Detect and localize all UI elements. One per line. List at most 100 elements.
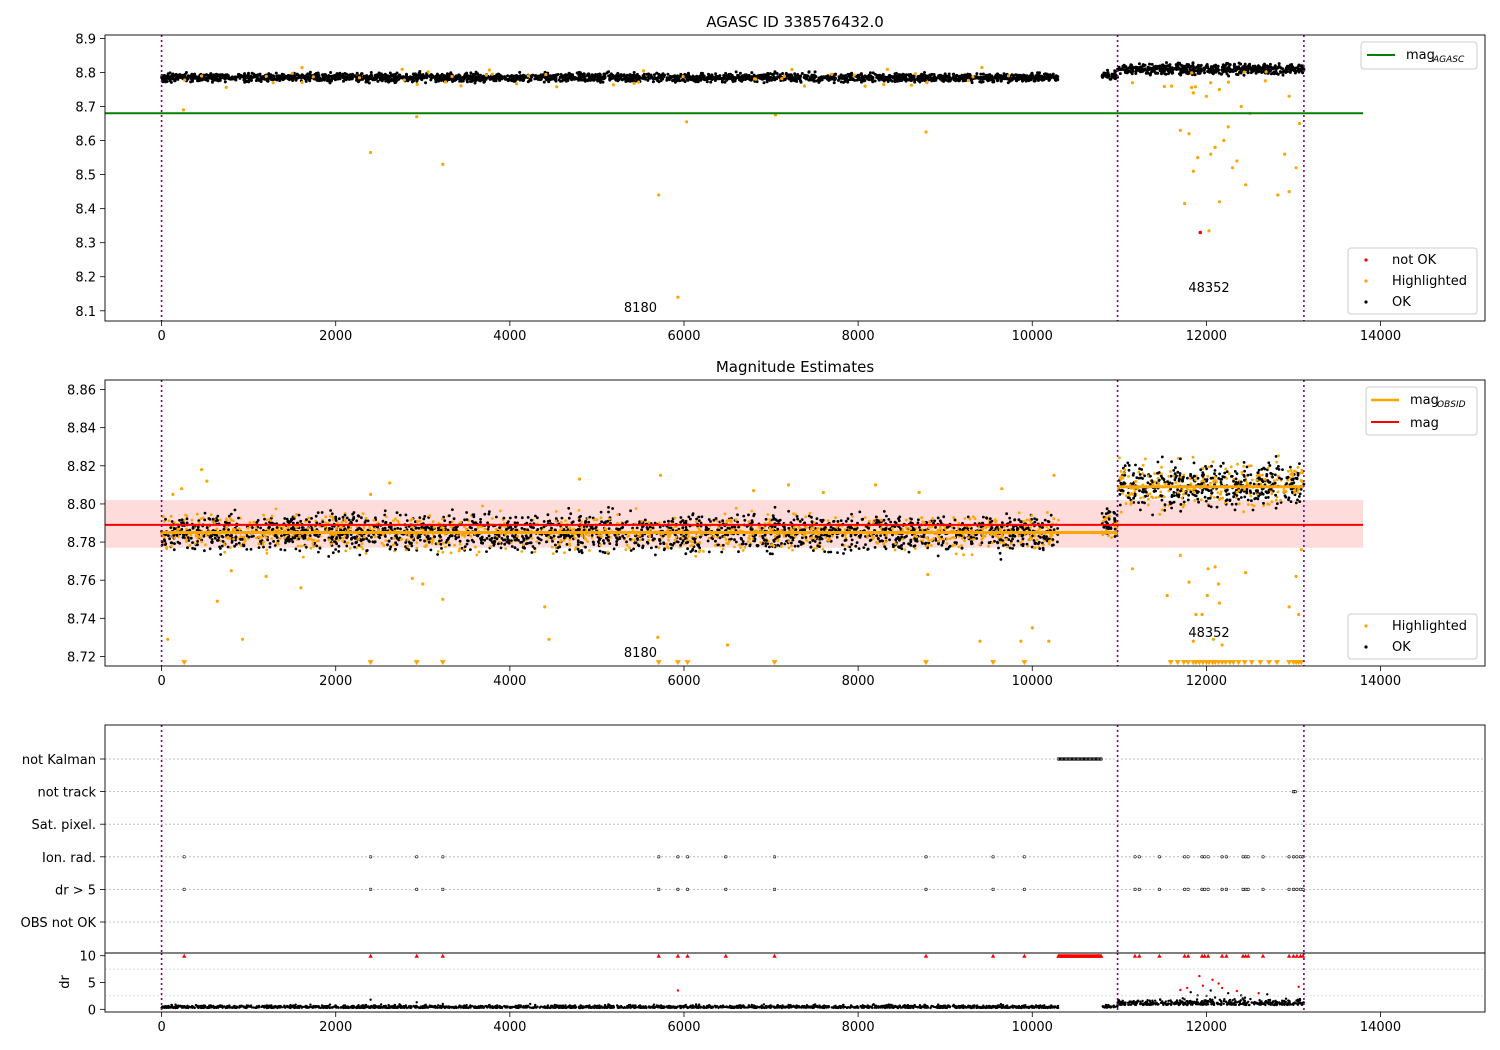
ok-point	[749, 78, 753, 82]
ok-point	[738, 543, 742, 547]
ok-point	[717, 526, 720, 529]
y-tick-label-8.5: 8.5	[75, 169, 96, 184]
ok-point	[1123, 71, 1127, 74]
ok-point	[824, 75, 828, 79]
ok-point	[274, 71, 278, 75]
ok-point	[986, 79, 990, 83]
ok-point	[243, 539, 247, 543]
ok-point	[1257, 69, 1261, 73]
ok-point	[323, 78, 326, 82]
highlighted-point	[657, 193, 661, 197]
ok-point	[1246, 71, 1250, 74]
ok-point	[889, 520, 892, 524]
ok-point	[836, 520, 840, 523]
ok-point	[376, 79, 380, 83]
ok-point	[917, 75, 921, 79]
ok-point	[724, 71, 728, 75]
ok-point	[416, 520, 419, 524]
ok-point	[195, 512, 199, 516]
ok-point	[629, 549, 633, 552]
ok-point	[714, 517, 718, 520]
ok-point	[1197, 70, 1201, 74]
ok-point	[338, 76, 342, 80]
ok-point	[193, 547, 197, 551]
obs-label-48352: 48352	[1188, 281, 1229, 296]
ok-point	[760, 76, 764, 80]
ok-point	[769, 76, 773, 79]
ok-point	[1193, 73, 1197, 77]
ok-point	[1160, 66, 1164, 70]
ok-point	[1232, 69, 1236, 73]
ok-point	[541, 74, 545, 78]
ok-point	[897, 517, 900, 520]
highlighted-point	[1222, 138, 1226, 143]
ok-point	[550, 536, 553, 540]
ok-point	[960, 73, 964, 77]
ok-point	[1281, 73, 1285, 77]
ok-point	[844, 74, 848, 78]
ok-point	[196, 525, 200, 529]
ok-point	[634, 507, 638, 510]
ok-point	[390, 79, 394, 82]
ok-point	[534, 74, 538, 78]
ok-point	[1284, 69, 1288, 73]
ok-point	[167, 519, 171, 523]
ok-point	[368, 75, 372, 79]
ok-point	[859, 73, 863, 77]
ok-point	[191, 79, 195, 83]
ok-point	[451, 80, 455, 83]
ok-point	[625, 543, 629, 547]
ok-point	[502, 516, 506, 520]
ok-point	[750, 509, 754, 513]
ok-point	[697, 528, 701, 531]
highlighted-point	[1287, 190, 1291, 194]
ok-point	[991, 80, 995, 84]
ok-point	[998, 551, 1002, 555]
ok-point	[1118, 72, 1122, 76]
ok-point	[341, 72, 345, 76]
ok-point	[529, 541, 533, 545]
ok-point	[1226, 69, 1230, 72]
ok-point	[979, 72, 983, 76]
highlighted-point	[1226, 80, 1230, 84]
ok-point	[181, 73, 185, 77]
ok-point	[331, 551, 335, 555]
ok-point	[245, 76, 249, 79]
ok-point	[1214, 70, 1218, 74]
highlighted-point	[802, 84, 807, 88]
ok-point	[844, 77, 848, 81]
highlighted-point	[224, 85, 228, 89]
ok-point	[1111, 74, 1115, 78]
ok-point	[315, 544, 319, 548]
ok-point	[941, 74, 945, 78]
ok-point	[744, 542, 748, 546]
ok-point	[479, 520, 482, 524]
ok-point	[394, 72, 397, 76]
ok-point	[1146, 71, 1150, 75]
ok-point	[255, 78, 259, 82]
ok-point	[790, 541, 793, 545]
ok-point	[708, 77, 712, 81]
ok-point	[1156, 71, 1160, 75]
ok-point	[307, 77, 311, 81]
ok-point	[641, 546, 644, 550]
ok-point	[468, 80, 472, 83]
highlighted-point	[415, 82, 419, 86]
ok-point	[476, 72, 480, 76]
ok-point	[905, 518, 908, 522]
ok-point	[734, 70, 738, 74]
ok-point	[237, 73, 241, 76]
ok-point	[386, 543, 389, 547]
ok-point	[970, 553, 974, 556]
ok-point	[587, 534, 591, 537]
ok-point	[392, 519, 395, 523]
ok-point	[751, 520, 754, 524]
ok-point	[1008, 79, 1012, 83]
ok-point	[871, 71, 875, 75]
highlighted-point	[1242, 70, 1246, 74]
ok-point	[882, 510, 886, 513]
ok-point	[518, 70, 522, 74]
ok-point	[485, 550, 488, 553]
ok-point	[554, 79, 558, 83]
ok-point	[663, 73, 666, 77]
